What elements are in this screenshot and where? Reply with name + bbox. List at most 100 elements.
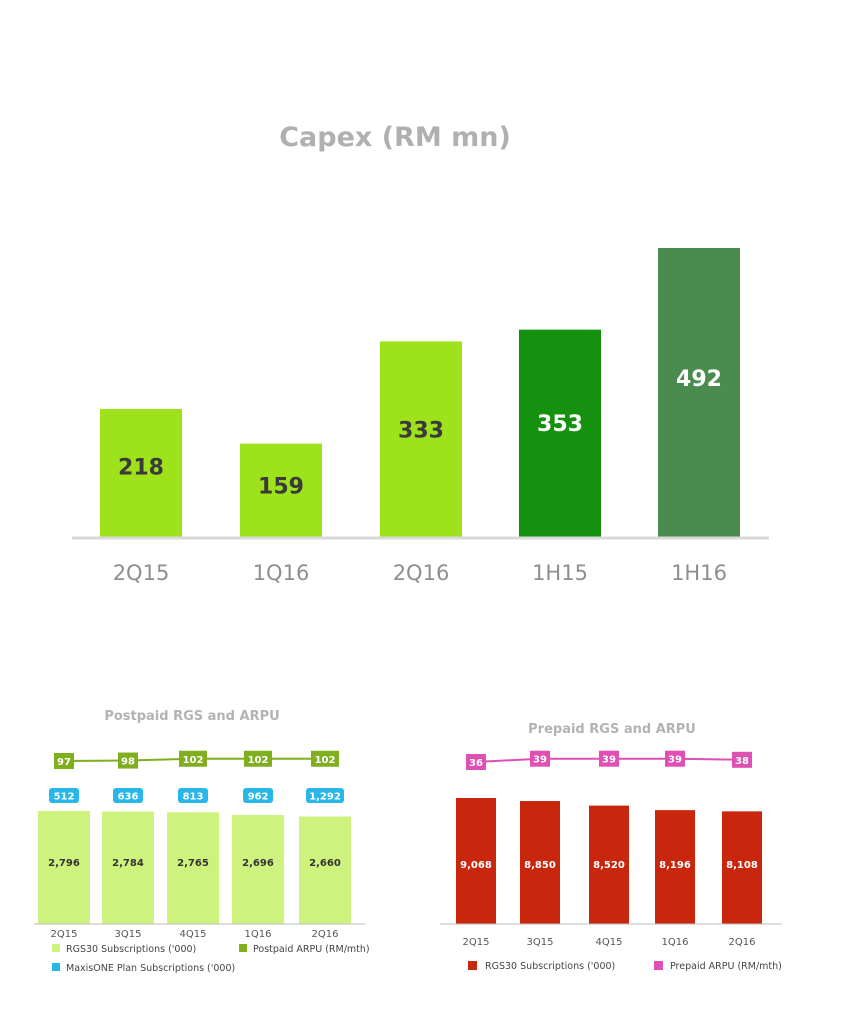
postpaid-legend-rgs: RGS30 Subscriptions ('000) bbox=[66, 944, 196, 955]
postpaid-ticks: 2Q15 3Q15 4Q15 1Q16 2Q16 bbox=[51, 929, 339, 940]
prepaid-legend-rgs: RGS30 Subscriptions ('000) bbox=[485, 961, 615, 972]
postpaid-arpu-point-3q15 bbox=[118, 752, 138, 769]
postpaid-maxisone-label-1q16: 962 bbox=[248, 792, 269, 803]
postpaid-tick-3q15: 3Q15 bbox=[115, 929, 142, 940]
prepaid-tick-2q16: 2Q16 bbox=[729, 937, 756, 948]
prepaid-arpu-point-3q15 bbox=[530, 750, 550, 767]
prepaid-legend: RGS30 Subscriptions ('000) Prepaid ARPU … bbox=[468, 961, 782, 972]
prepaid-arpu-label-3q15: 39 bbox=[533, 755, 547, 766]
postpaid-arpu-label-3q15: 98 bbox=[121, 757, 135, 768]
prepaid-arpu-line: 36 39 39 39 38 bbox=[466, 750, 752, 770]
capex-value-1h16: 492 bbox=[676, 367, 722, 392]
prepaid-tick-2q15: 2Q15 bbox=[463, 937, 490, 948]
capex-tick-1q16: 1Q16 bbox=[253, 561, 310, 585]
capex-value-1q16: 159 bbox=[258, 475, 304, 500]
capex-bar-2q16 bbox=[380, 341, 462, 537]
postpaid-maxisone-label-2q15: 512 bbox=[54, 792, 75, 803]
postpaid-tick-1q16: 1Q16 bbox=[245, 929, 272, 940]
prepaid-arpu-point-2q16 bbox=[732, 751, 752, 768]
postpaid-rgs-label-2q16: 2,660 bbox=[309, 858, 341, 869]
postpaid-arpu-label-4q15: 102 bbox=[183, 755, 204, 766]
capex-bar-1h15 bbox=[519, 329, 601, 537]
prepaid-rgs-bar-4q15 bbox=[589, 805, 629, 924]
prepaid-rgs-bar-1q16 bbox=[655, 810, 695, 924]
prepaid-rgs-label-2q15: 9,068 bbox=[460, 860, 492, 871]
postpaid-rgs-label-2q15: 2,796 bbox=[48, 858, 80, 869]
postpaid-maxisone-chip-4q15 bbox=[178, 788, 208, 803]
postpaid-maxisone-label-3q15: 636 bbox=[118, 792, 139, 803]
postpaid-rgs-bar-2q16 bbox=[299, 816, 351, 924]
prepaid-arpu-point-4q15 bbox=[599, 750, 619, 767]
prepaid-rgs-label-4q15: 8,520 bbox=[593, 860, 625, 871]
postpaid-maxisone-label-4q15: 813 bbox=[183, 792, 204, 803]
postpaid-maxisone-chip-1q16 bbox=[243, 788, 273, 803]
prepaid-tick-4q15: 4Q15 bbox=[596, 937, 623, 948]
postpaid-arpu-line: 97 98 102 102 102 bbox=[54, 750, 339, 769]
postpaid-rgs-bar-4q15 bbox=[167, 812, 219, 924]
prepaid-arpu-point-2q15 bbox=[466, 754, 486, 770]
postpaid-bars: 2,796 2,784 2,765 2,696 2,660 bbox=[38, 811, 351, 924]
prepaid-arpu-label-4q15: 39 bbox=[602, 755, 616, 766]
capex-tick-2q16: 2Q16 bbox=[393, 561, 450, 585]
postpaid-legend-arpu: Postpaid ARPU (RM/mth) bbox=[253, 944, 370, 955]
prepaid-rgs-label-2q16: 8,108 bbox=[726, 860, 758, 871]
capex-value-2q15: 218 bbox=[118, 456, 164, 481]
capex-bar-1h16 bbox=[658, 248, 740, 537]
postpaid-title: Postpaid RGS and ARPU bbox=[104, 709, 279, 724]
prepaid-rgs-bar-2q16 bbox=[722, 811, 762, 924]
postpaid-legend-maxisone-swatch bbox=[52, 963, 60, 971]
postpaid-chart: Postpaid RGS and ARPU 2,796 2,784 2,765 2,6… bbox=[34, 709, 370, 974]
prepaid-tick-1q16: 1Q16 bbox=[662, 937, 689, 948]
postpaid-tick-2q16: 2Q16 bbox=[312, 929, 339, 940]
prepaid-arpu-label-2q15: 36 bbox=[469, 758, 483, 769]
postpaid-rgs-label-1q16: 2,696 bbox=[242, 858, 274, 869]
postpaid-rgs-label-3q15: 2,784 bbox=[112, 858, 144, 869]
postpaid-tick-2q15: 2Q15 bbox=[51, 929, 78, 940]
capex-bars: 218 159 333 353 492 bbox=[100, 248, 740, 537]
prepaid-arpu-label-2q16: 38 bbox=[735, 756, 749, 767]
prepaid-rgs-bar-2q15 bbox=[456, 798, 496, 924]
capex-tick-1h16: 1H16 bbox=[671, 561, 727, 585]
capex-bar-1q16 bbox=[240, 443, 322, 537]
capex-ticks: 2Q15 1Q16 2Q16 1H15 1H16 bbox=[113, 561, 727, 585]
postpaid-maxisone-chip-2q16 bbox=[306, 788, 344, 803]
prepaid-chart: Prepaid RGS and ARPU 9,068 8,850 8,520 8,19… bbox=[440, 722, 782, 972]
capex-value-1h15: 353 bbox=[537, 412, 583, 437]
postpaid-arpu-label-2q15: 97 bbox=[57, 757, 71, 768]
postpaid-arpu-point-2q15 bbox=[54, 753, 74, 769]
prepaid-rgs-label-1q16: 8,196 bbox=[659, 860, 691, 871]
prepaid-rgs-bar-3q15 bbox=[520, 801, 560, 924]
postpaid-maxisone-labels: 512 636 813 962 1,292 bbox=[49, 788, 344, 803]
postpaid-legend: RGS30 Subscriptions ('000) Postpaid ARPU… bbox=[52, 944, 370, 974]
postpaid-rgs-bar-2q15 bbox=[38, 811, 90, 924]
postpaid-arpu-label-2q16: 102 bbox=[315, 755, 336, 766]
prepaid-legend-arpu-swatch bbox=[654, 961, 663, 970]
postpaid-maxisone-label-2q16: 1,292 bbox=[309, 792, 341, 803]
prepaid-legend-rgs-swatch bbox=[468, 961, 477, 970]
postpaid-arpu-point-2q16 bbox=[311, 750, 339, 767]
postpaid-maxisone-chip-3q15 bbox=[113, 788, 143, 803]
prepaid-title: Prepaid RGS and ARPU bbox=[528, 722, 696, 737]
capex-title: Capex (RM mn) bbox=[279, 122, 511, 153]
postpaid-legend-arpu-swatch bbox=[239, 944, 247, 952]
capex-tick-2q15: 2Q15 bbox=[113, 561, 170, 585]
postpaid-maxisone-chip-2q15 bbox=[49, 788, 79, 803]
capex-tick-1h15: 1H15 bbox=[532, 561, 588, 585]
postpaid-arpu-label-1q16: 102 bbox=[248, 755, 269, 766]
postpaid-rgs-bar-1q16 bbox=[232, 815, 284, 924]
prepaid-tick-3q15: 3Q15 bbox=[527, 937, 554, 948]
postpaid-rgs-label-4q15: 2,765 bbox=[177, 858, 209, 869]
postpaid-rgs-bar-3q15 bbox=[102, 811, 154, 924]
postpaid-arpu-point-4q15 bbox=[179, 750, 207, 767]
postpaid-legend-maxisone: MaxisONE Plan Subscriptions ('000) bbox=[66, 963, 235, 974]
postpaid-arpu-point-1q16 bbox=[244, 750, 272, 767]
prepaid-legend-arpu: Prepaid ARPU (RM/mth) bbox=[670, 961, 782, 972]
prepaid-arpu-label-1q16: 39 bbox=[668, 755, 682, 766]
postpaid-tick-4q15: 4Q15 bbox=[180, 929, 207, 940]
postpaid-legend-rgs-swatch bbox=[52, 944, 60, 952]
prepaid-bars: 9,068 8,850 8,520 8,196 8,108 bbox=[456, 798, 762, 924]
prepaid-ticks: 2Q15 3Q15 4Q15 1Q16 2Q16 bbox=[463, 937, 756, 948]
prepaid-arpu-point-1q16 bbox=[665, 750, 685, 767]
